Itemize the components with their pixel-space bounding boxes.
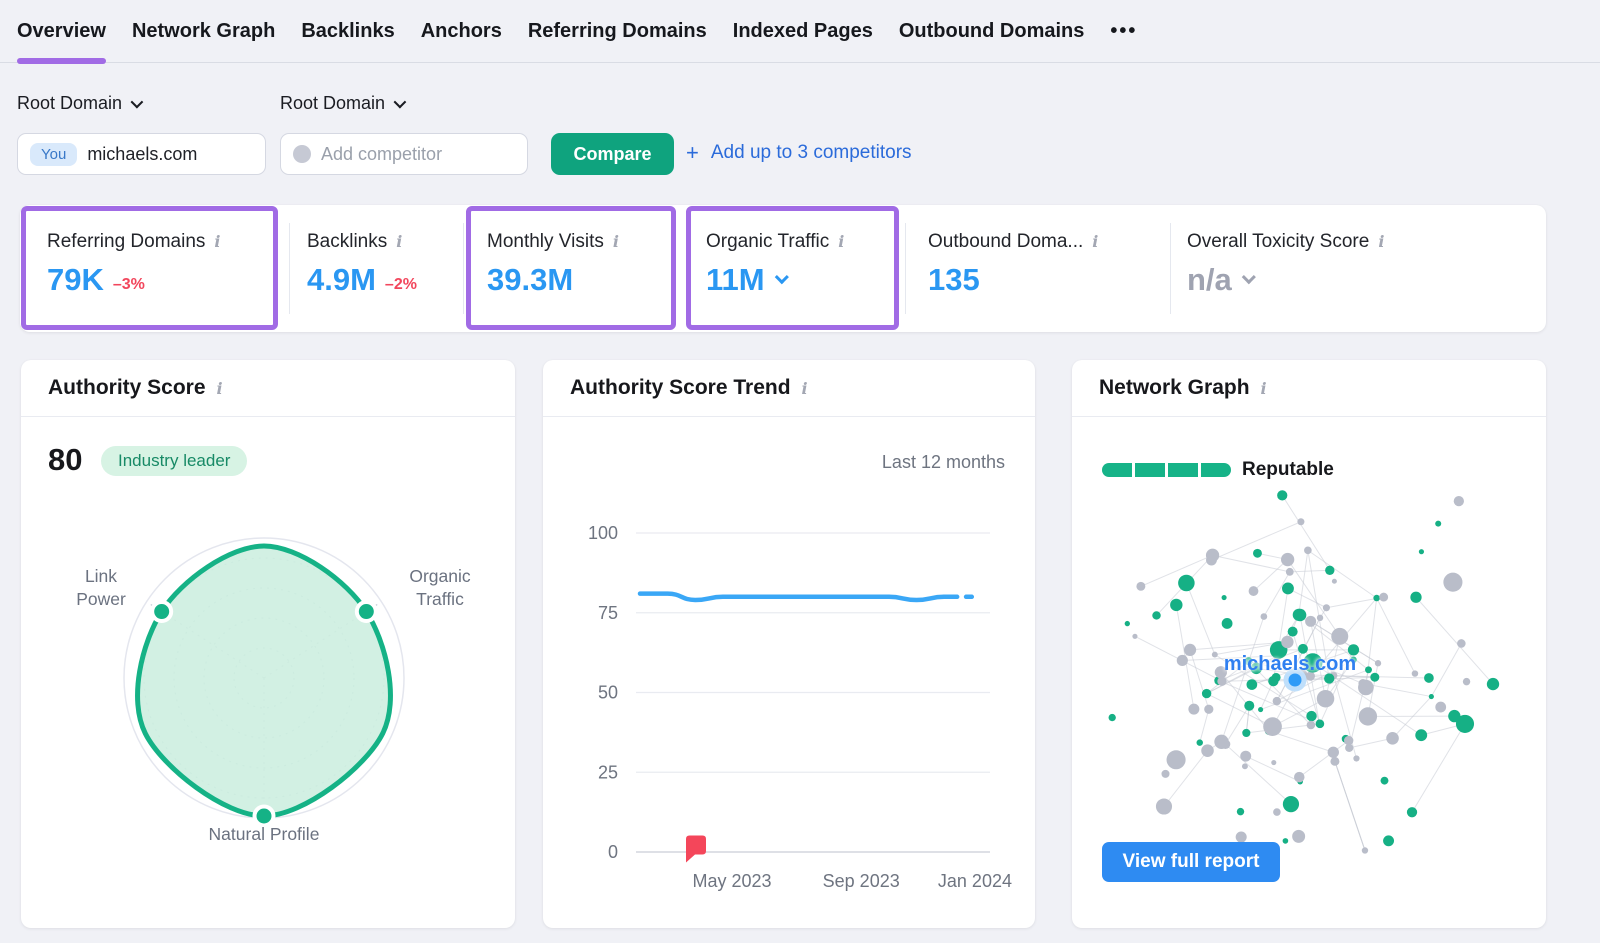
- metric-organic-traffic: Organic Traffic i 11M: [686, 205, 903, 332]
- you-domain-input[interactable]: You michaels.com: [17, 133, 266, 175]
- info-icon[interactable]: i: [1378, 232, 1384, 251]
- root-domain-label: Root Domain: [17, 93, 122, 114]
- chevron-down-icon: [131, 96, 144, 109]
- rating-segment: [1135, 463, 1165, 477]
- metric-value: 4.9M: [307, 262, 376, 298]
- competitor-avatar-placeholder-icon: [293, 145, 311, 163]
- rating-segment: [1201, 463, 1231, 477]
- tab-network-graph[interactable]: Network Graph: [132, 0, 275, 63]
- top-navigation: Overview Network Graph Backlinks Anchors…: [0, 0, 1600, 63]
- you-domain-value: michaels.com: [87, 144, 197, 165]
- tab-backlinks[interactable]: Backlinks: [301, 0, 394, 63]
- metric-label: Monthly Visits: [487, 231, 604, 253]
- authority-score-trend-panel: Authority Score Trend i Last 12 months 0…: [543, 360, 1035, 928]
- metric-referring-domains: Referring Domains i 79K –3%: [20, 205, 286, 332]
- info-icon[interactable]: i: [613, 232, 619, 251]
- reputation-rating-bar: [1102, 463, 1231, 477]
- info-icon[interactable]: i: [838, 232, 844, 251]
- metric-toxicity-score: Overall Toxicity Score i n/a: [1171, 205, 1546, 332]
- metric-value: n/a: [1187, 262, 1232, 298]
- chevron-down-icon[interactable]: [1242, 270, 1256, 284]
- metric-value: 39.3M: [487, 262, 573, 298]
- metric-label: Organic Traffic: [706, 231, 829, 253]
- chevron-down-icon[interactable]: [774, 270, 788, 284]
- svg-text:25: 25: [598, 762, 618, 782]
- competitor-input[interactable]: Add competitor: [280, 133, 528, 175]
- plus-icon: +: [686, 140, 699, 166]
- authority-score-panel: Authority Score i 80 Industry leader Lin…: [21, 360, 515, 928]
- metric-value: 135: [928, 262, 980, 298]
- metric-outbound-domains: Outbound Doma... i 135: [906, 205, 1170, 332]
- metric-label: Referring Domains: [47, 231, 205, 253]
- divider: [463, 223, 464, 314]
- tab-overview[interactable]: Overview: [17, 0, 106, 63]
- metric-label: Backlinks: [307, 231, 387, 253]
- authority-score-trend-chart: 0 25 50 75 100 May 2023 Sep 2023 Jan 2024: [560, 495, 1018, 895]
- tab-anchors[interactable]: Anchors: [421, 0, 502, 63]
- svg-text:100: 100: [588, 523, 618, 543]
- info-icon[interactable]: i: [1261, 379, 1267, 398]
- svg-text:Sep 2023: Sep 2023: [823, 871, 900, 891]
- tab-outbound-domains[interactable]: Outbound Domains: [899, 0, 1085, 63]
- svg-text:75: 75: [598, 603, 618, 623]
- radar-axis-natural-profile: Natural Profile: [164, 823, 364, 846]
- chevron-down-icon: [394, 96, 407, 109]
- panel-title: Authority Score Trend: [570, 376, 791, 400]
- svg-text:0: 0: [608, 842, 618, 862]
- trend-range-label: Last 12 months: [882, 452, 1005, 473]
- panel-header: Authority Score Trend i: [543, 360, 1035, 417]
- metric-value: 11M: [706, 262, 765, 298]
- root-domain-selector-competitor[interactable]: Root Domain: [280, 93, 403, 114]
- info-icon[interactable]: i: [217, 379, 223, 398]
- panel-title: Authority Score: [48, 376, 206, 400]
- backlink-analytics-overview-page: Overview Network Graph Backlinks Anchors…: [0, 0, 1600, 943]
- tab-referring-domains[interactable]: Referring Domains: [528, 0, 707, 63]
- metric-monthly-visits: Monthly Visits i 39.3M: [466, 205, 681, 332]
- metric-delta: –2%: [385, 276, 417, 298]
- compare-button[interactable]: Compare: [551, 133, 674, 175]
- rating-segment: [1102, 463, 1132, 477]
- root-domain-label: Root Domain: [280, 93, 385, 114]
- radar-axis-link-power: LinkPower: [46, 565, 156, 611]
- info-icon[interactable]: i: [802, 379, 808, 398]
- competitor-placeholder: Add competitor: [321, 144, 442, 165]
- info-icon[interactable]: i: [1092, 232, 1098, 251]
- view-full-report-button[interactable]: View full report: [1102, 842, 1280, 882]
- you-badge: You: [30, 143, 77, 166]
- network-graph-panel: Network Graph i Reputable michaels.com V…: [1072, 360, 1546, 928]
- tab-indexed-pages[interactable]: Indexed Pages: [733, 0, 873, 63]
- add-competitors-link[interactable]: + Add up to 3 competitors: [686, 140, 912, 166]
- svg-text:50: 50: [598, 683, 618, 703]
- metric-label: Outbound Doma...: [928, 231, 1083, 253]
- metrics-summary-card: Referring Domains i 79K –3% Backlinks i 4.9…: [20, 205, 1546, 332]
- info-icon[interactable]: i: [214, 232, 220, 251]
- metric-value: 79K: [47, 262, 104, 298]
- panel-header: Authority Score i: [21, 360, 515, 417]
- panel-header: Network Graph i: [1072, 360, 1546, 417]
- rating-segment: [1168, 463, 1198, 477]
- metric-delta: –3%: [113, 276, 145, 298]
- add-competitors-label: Add up to 3 competitors: [711, 142, 912, 164]
- authority-score-radar-chart: [21, 460, 515, 850]
- info-icon[interactable]: i: [396, 232, 402, 251]
- metric-label: Overall Toxicity Score: [1187, 231, 1369, 253]
- more-tabs-icon[interactable]: •••: [1110, 20, 1137, 43]
- panel-title: Network Graph: [1099, 376, 1250, 400]
- svg-text:Jan 2024: Jan 2024: [938, 871, 1012, 891]
- svg-text:May 2023: May 2023: [693, 871, 772, 891]
- metric-backlinks: Backlinks i 4.9M –2%: [290, 205, 463, 332]
- root-domain-selector-you[interactable]: Root Domain: [17, 93, 140, 114]
- radar-axis-organic-traffic: OrganicTraffic: [380, 565, 500, 611]
